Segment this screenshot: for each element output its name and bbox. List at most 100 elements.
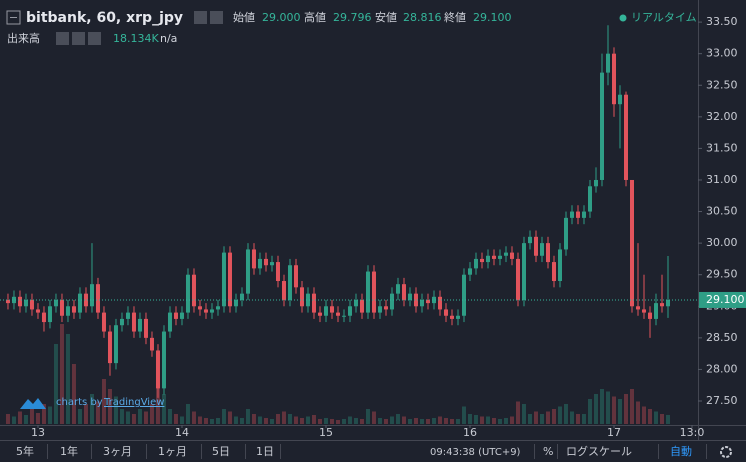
volume-bar <box>107 389 112 424</box>
candle-body <box>233 299 238 307</box>
volume-bar <box>521 404 526 424</box>
volume-extra: n/a <box>160 32 177 45</box>
volume-bar <box>269 419 274 424</box>
candle-body <box>125 312 130 319</box>
volume-bar <box>41 404 46 424</box>
volume-bar <box>389 416 394 424</box>
y-tick-label: 33.00 <box>706 47 738 60</box>
candle-body <box>425 299 430 304</box>
candle-body <box>401 284 406 300</box>
y-tick-label: 31.50 <box>706 141 738 154</box>
candle-body <box>353 299 358 307</box>
volume-bar <box>443 418 448 424</box>
volume-bar <box>329 419 334 424</box>
range-button[interactable]: 1日 <box>256 445 274 458</box>
range-button[interactable]: 3ヶ月 <box>103 445 132 458</box>
volume-bar <box>155 384 160 424</box>
range-button[interactable]: 5日 <box>212 445 230 458</box>
collapse-icon[interactable] <box>6 10 21 25</box>
auto-button[interactable]: 自動 <box>670 444 692 458</box>
candle-body <box>35 309 40 313</box>
volume-bar <box>131 414 136 424</box>
candle-body <box>323 306 328 316</box>
volume-bar <box>23 415 28 424</box>
branding-link[interactable]: TradingView <box>103 397 164 408</box>
volume-bar <box>467 414 472 424</box>
candle-body <box>59 299 64 316</box>
candle-body <box>179 312 184 319</box>
settings-icon[interactable] <box>210 11 223 24</box>
candle-body <box>53 299 58 307</box>
candle-body <box>575 211 580 218</box>
x-tick-label: 15 <box>319 426 333 439</box>
volume-bar <box>557 406 562 424</box>
candle-body <box>71 306 76 313</box>
candle-body <box>449 315 454 319</box>
volume-bar <box>101 379 106 424</box>
x-tick-label: 13:0 <box>680 426 705 439</box>
volume-bar <box>245 409 250 424</box>
volume-bar <box>209 419 214 424</box>
volume-bar <box>95 401 100 424</box>
eye-icon[interactable] <box>56 32 69 45</box>
volume-bar <box>449 419 454 424</box>
volume-bar <box>203 418 208 424</box>
log-button[interactable]: ログスケール <box>566 444 632 458</box>
ohlc-value: 29.000 <box>262 11 301 24</box>
candle-body <box>491 255 496 259</box>
candle-body <box>23 299 28 307</box>
range-button[interactable]: 1ヶ月 <box>158 445 187 458</box>
volume-bar <box>359 419 364 424</box>
y-tick-label: 33.50 <box>706 15 738 28</box>
candle-body <box>263 258 268 266</box>
candle-body <box>383 306 388 310</box>
candle-body <box>143 318 148 338</box>
candle-body <box>563 217 568 250</box>
candle-body <box>167 312 172 332</box>
volume-bar <box>233 416 238 424</box>
candle-body <box>461 274 466 316</box>
candle-body <box>413 293 418 307</box>
volume-bar <box>299 418 304 424</box>
volume-bar <box>617 399 622 424</box>
volume-bar <box>47 406 52 424</box>
volume-bar <box>653 411 658 424</box>
percent-button[interactable]: % <box>543 445 553 458</box>
volume-bar <box>425 419 430 424</box>
candle-body <box>635 306 640 310</box>
candle-body <box>599 72 604 180</box>
volume-bar <box>383 419 388 424</box>
ohlc-value: 29.796 <box>333 11 372 24</box>
volume-bar <box>65 334 70 424</box>
candle-body <box>473 258 478 269</box>
settings-icon[interactable] <box>72 32 85 45</box>
candle-body <box>185 274 190 313</box>
volume-bar <box>317 419 322 424</box>
candle-body <box>659 303 664 307</box>
candle-body <box>617 94 622 105</box>
ohlc-label: 始値 <box>233 10 255 24</box>
range-button[interactable]: 1年 <box>60 444 78 458</box>
ohlc-value: 28.816 <box>403 11 442 24</box>
close-icon[interactable] <box>88 32 101 45</box>
clock: 09:43:38 (UTC+9) <box>430 447 521 458</box>
range-button[interactable]: 5年 <box>16 444 34 458</box>
volume-bar <box>371 411 376 424</box>
candle-body <box>155 350 160 389</box>
candle-body <box>95 284 100 313</box>
volume-bar <box>113 396 118 424</box>
settings-gear[interactable] <box>720 446 732 458</box>
eye-icon[interactable] <box>194 11 207 24</box>
volume-bar <box>53 344 58 424</box>
volume-bar <box>257 416 262 424</box>
candle-body <box>89 284 94 307</box>
volume-bar <box>305 416 310 424</box>
y-tick-label: 32.00 <box>706 110 738 123</box>
x-tick-label: 14 <box>175 426 189 439</box>
candle-body <box>419 299 424 307</box>
volume-bar <box>251 414 256 424</box>
candle-body <box>281 281 286 300</box>
candle-body <box>431 296 436 304</box>
